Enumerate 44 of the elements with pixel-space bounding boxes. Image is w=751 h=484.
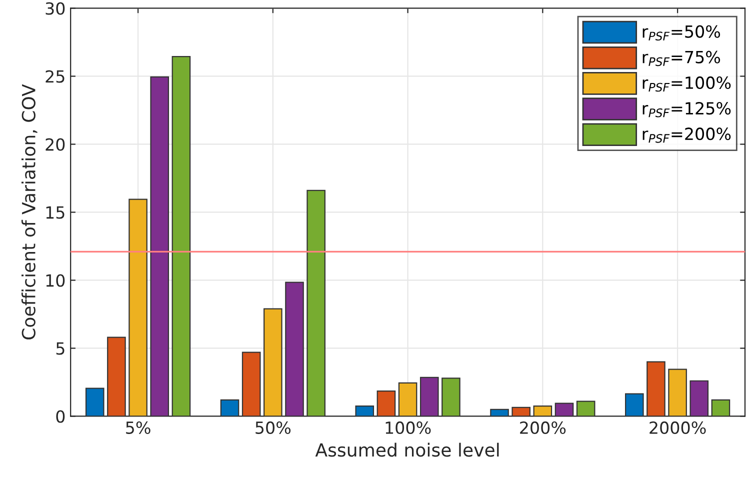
bar xyxy=(690,380,709,416)
bar xyxy=(711,399,730,416)
bar xyxy=(576,400,596,416)
x-tick-label: 5% xyxy=(126,421,150,434)
y-tick-label: 15 xyxy=(46,206,64,219)
legend-label: r$_{PSF}$=200% xyxy=(642,128,731,143)
x-axis-title: Assumed noise level xyxy=(315,442,499,457)
bar xyxy=(107,336,126,416)
bar xyxy=(420,376,439,416)
x-tick-label: 100% xyxy=(386,421,431,434)
bar xyxy=(85,388,104,416)
bar xyxy=(306,190,326,416)
bar xyxy=(490,408,509,416)
bar xyxy=(376,390,396,416)
legend-label: r$_{PSF}$=50% xyxy=(642,25,720,40)
bar xyxy=(512,406,530,416)
bar xyxy=(128,198,148,416)
bar xyxy=(533,405,552,416)
y-axis-title: Coefficient of Variation, COV xyxy=(21,84,38,340)
bar xyxy=(172,56,191,416)
x-tick-label: 2000% xyxy=(650,421,706,434)
y-tick-label: 30 xyxy=(46,2,65,15)
bar xyxy=(442,378,460,416)
bar xyxy=(646,361,666,416)
bar xyxy=(668,368,687,416)
bar xyxy=(398,382,418,416)
bar xyxy=(150,76,170,416)
bar xyxy=(554,402,574,416)
bar xyxy=(264,308,282,416)
y-tick-label: 20 xyxy=(46,138,65,151)
legend-label: r$_{PSF}$=100% xyxy=(642,76,731,92)
bar xyxy=(242,352,261,416)
y-tick-label: 25 xyxy=(46,70,64,83)
bar xyxy=(624,393,644,416)
y-tick-label: 0 xyxy=(56,410,65,423)
y-tick-label: 5 xyxy=(56,342,64,355)
legend-label: r$_{PSF}$=125% xyxy=(642,102,731,118)
bar xyxy=(285,282,304,416)
y-tick-label: 10 xyxy=(46,274,65,287)
legend-label: r$_{PSF}$=75% xyxy=(642,50,720,66)
x-tick-label: 50% xyxy=(256,421,291,434)
x-tick-label: 200% xyxy=(520,421,566,434)
bar xyxy=(220,399,240,416)
bar xyxy=(355,405,374,416)
